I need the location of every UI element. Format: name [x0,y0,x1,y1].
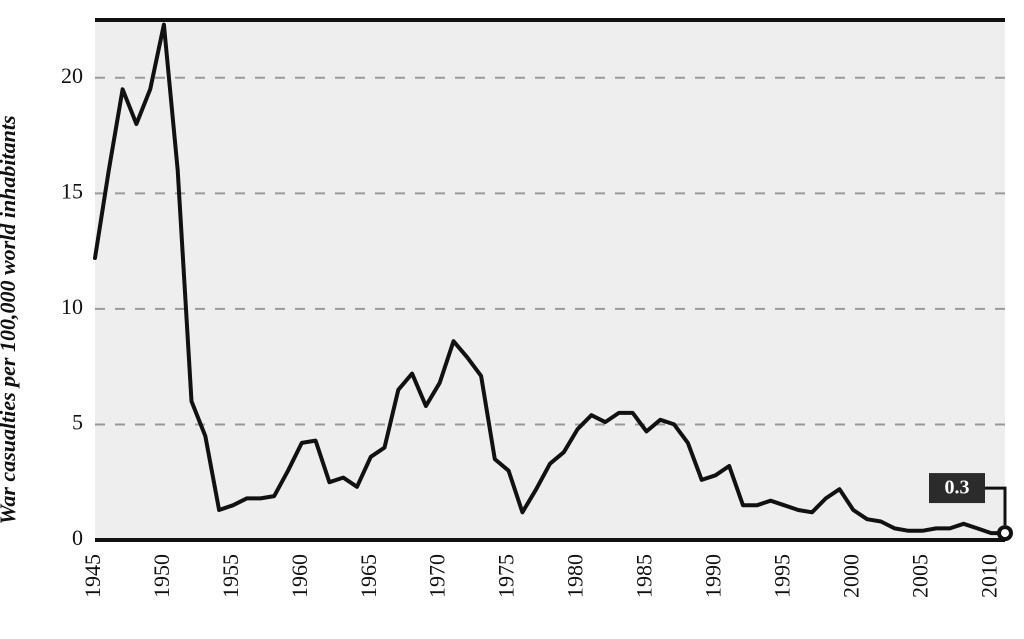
x-tick-label: 1955 [218,554,243,598]
y-tick-label: 20 [61,63,83,88]
x-tick-label: 2010 [976,554,1001,598]
x-tick-label: 1990 [701,554,726,598]
x-tick-label: 1945 [80,554,105,598]
y-tick-label: 10 [61,294,83,319]
end-marker-inner [1001,529,1009,537]
x-tick-label: 1960 [287,554,312,598]
y-tick-label: 15 [61,178,83,203]
x-tick-label: 1995 [769,554,794,598]
x-tick-label: 1985 [632,554,657,598]
y-tick-label: 0 [72,525,83,550]
x-tick-label: 1980 [563,554,588,598]
x-tick-label: 2005 [907,554,932,598]
x-tick-label: 1975 [494,554,519,598]
x-tick-label: 1950 [149,554,174,598]
x-tick-label: 1970 [425,554,450,598]
callout-label: 0.3 [945,477,970,499]
chart-container: War casualties per 100,000 world inhabit… [0,0,1024,639]
y-tick-label: 5 [72,409,83,434]
y-axis-label: War casualties per 100,000 world inhabit… [0,115,21,524]
chart-svg: 0 5 10 15 20 1945 1950 1955 1960 1965 1970 1975 1980… [0,0,1024,639]
x-tick-label: 2000 [838,554,863,598]
x-tick-label: 1965 [356,554,381,598]
